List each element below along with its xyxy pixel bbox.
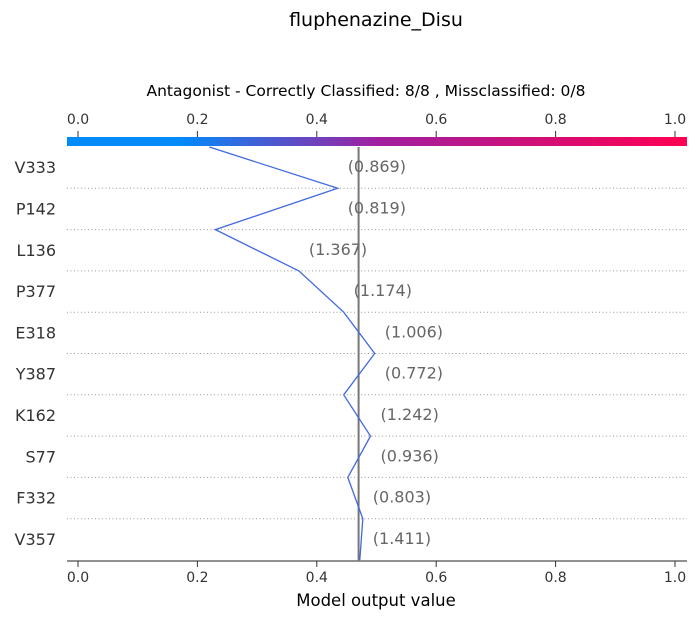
top-tick-label: 0.4 <box>306 112 328 128</box>
bottom-tick-label: 0.8 <box>544 570 566 586</box>
chart-subtitle: Antagonist - Correctly Classified: 8/8 ,… <box>147 82 586 100</box>
feature-name: P377 <box>16 282 56 301</box>
top-tick-label: 0.0 <box>67 112 89 128</box>
x-axis-label: Model output value <box>296 591 456 610</box>
feature-name: Y387 <box>15 365 56 384</box>
top-tick-label: 0.2 <box>186 112 208 128</box>
feature-name: V333 <box>15 158 56 177</box>
top-tick-label: 0.6 <box>425 112 447 128</box>
feature-value: (0.772) <box>385 364 443 383</box>
feature-value: (1.242) <box>381 405 439 424</box>
feature-value: (1.006) <box>385 322 443 341</box>
x-axis: 0.0 0.0 0.2 0.2 0.4 0.4 0.6 0.6 0.8 0.8 1.0 1.0 <box>67 112 687 586</box>
feature-value: (1.411) <box>373 529 431 548</box>
feature-value: (0.819) <box>348 198 406 217</box>
bottom-tick-label: 0.6 <box>425 570 447 586</box>
colorbar-gradient <box>67 137 687 146</box>
feature-name: L136 <box>17 241 56 260</box>
bottom-tick-label: 0.2 <box>186 570 208 586</box>
top-tick-label: 0.8 <box>544 112 566 128</box>
feature-value: (0.869) <box>348 157 406 176</box>
row-gridlines <box>67 187 687 520</box>
feature-labels: V333 (0.869) P142 (0.819) L136 (1.367) P377 (1.… <box>15 157 443 549</box>
bottom-tick-label: 0.4 <box>306 570 328 586</box>
feature-name: F332 <box>16 489 56 508</box>
top-tick-label: 1.0 <box>664 112 686 128</box>
feature-value: (1.174) <box>354 281 412 300</box>
bottom-tick-label: 0.0 <box>67 570 89 586</box>
feature-name: S77 <box>25 447 56 466</box>
feature-value: (1.367) <box>309 240 367 259</box>
feature-value: (0.936) <box>381 446 439 465</box>
decision-line <box>209 146 376 561</box>
feature-name: V357 <box>15 530 56 549</box>
feature-name: E318 <box>15 323 56 342</box>
decision-path <box>209 146 376 561</box>
colorbar <box>67 137 687 146</box>
bottom-tick-label: 1.0 <box>664 570 686 586</box>
feature-name: K162 <box>15 406 56 425</box>
feature-value: (0.803) <box>373 488 431 507</box>
chart-title: fluphenazine_Disu <box>289 9 463 31</box>
feature-name: P142 <box>16 199 56 218</box>
